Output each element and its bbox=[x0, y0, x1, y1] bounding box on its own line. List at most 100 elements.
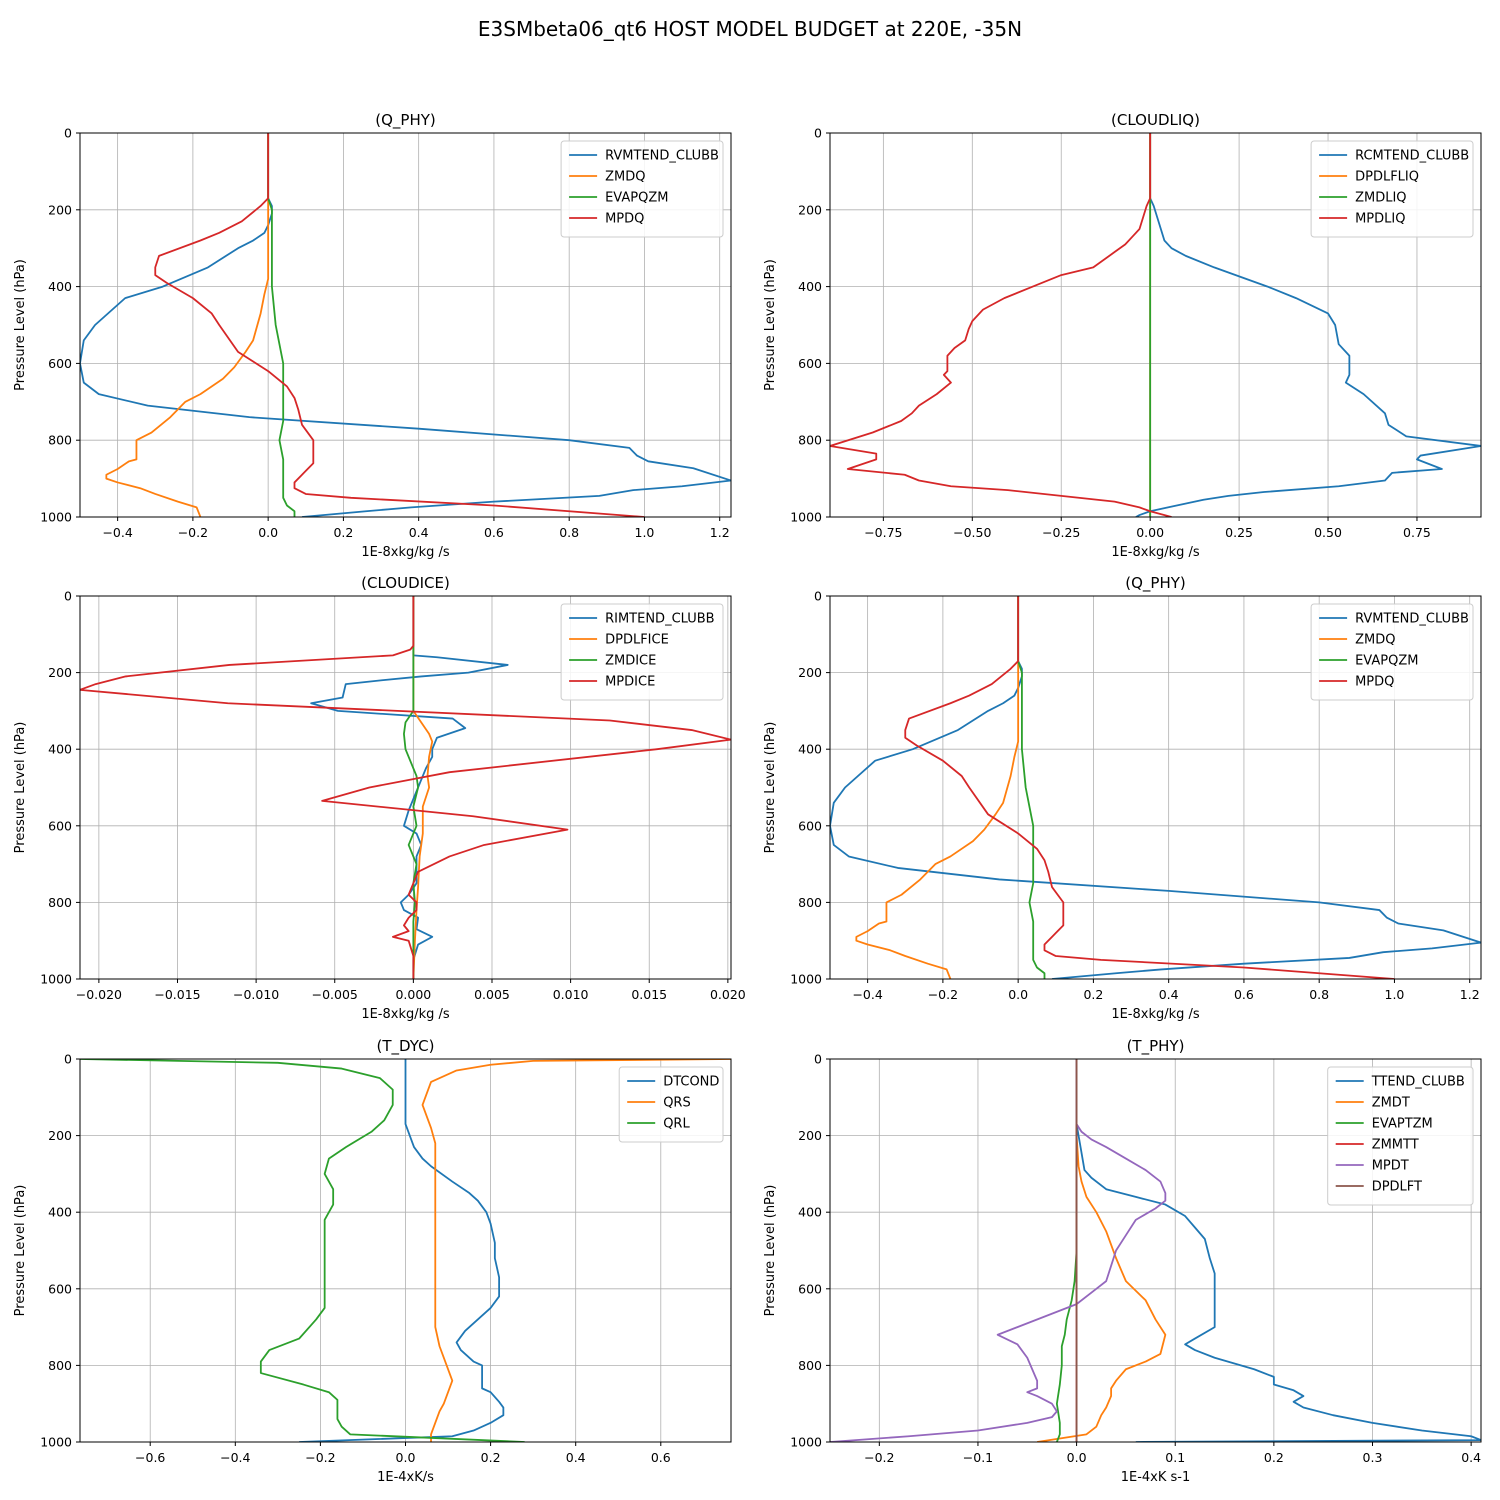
x-axis-label: 1E-8xkg/kg /s bbox=[1111, 545, 1200, 560]
x-tick-label: −0.1 bbox=[963, 1450, 993, 1465]
x-tick-label: −0.4 bbox=[102, 525, 132, 540]
x-tick-label: 1.2 bbox=[1460, 987, 1480, 1002]
series-line-qrs bbox=[421, 1059, 731, 1442]
legend-label: ZMDICE bbox=[605, 654, 656, 669]
y-tick-label: 400 bbox=[798, 1205, 822, 1220]
legend-label: EVAPTZM bbox=[1372, 1117, 1433, 1132]
x-tick-label: 0.8 bbox=[559, 525, 579, 540]
x-tick-label: 0.6 bbox=[484, 525, 504, 540]
series-group bbox=[80, 133, 731, 517]
legend-label: DTCOND bbox=[663, 1075, 719, 1090]
x-tick-label: 0.005 bbox=[474, 987, 510, 1002]
legend: TTEND_CLUBB ZMDT EVAPTZM ZMMTT MPDT DPDLFT bbox=[1327, 1066, 1474, 1206]
series-line-zmdq bbox=[105, 133, 270, 517]
y-axis-label: Pressure Level (hPa) bbox=[13, 1185, 28, 1317]
panel-title: (CLOUDICE) bbox=[361, 574, 450, 592]
panel-2: −0.75 −0.50 −0.25 0.00 0.25 0.50 0.75 0 200 400 60… bbox=[763, 111, 1482, 560]
y-tick-label: 200 bbox=[48, 665, 72, 680]
panel-title: (T_PHY) bbox=[1127, 1037, 1185, 1056]
x-tick-label: −0.2 bbox=[864, 1450, 894, 1465]
y-tick-label: 800 bbox=[798, 895, 822, 910]
y-tick-label: 800 bbox=[48, 1358, 72, 1373]
panel-title: (CLOUDLIQ) bbox=[1111, 111, 1200, 129]
x-tick-label: −0.4 bbox=[220, 1450, 250, 1465]
y-tick-label: 800 bbox=[798, 433, 822, 448]
x-tick-label: 0.2 bbox=[333, 525, 353, 540]
axes-frame bbox=[829, 132, 1482, 518]
x-tick-label: 0.000 bbox=[395, 987, 431, 1002]
series-line-dtcond bbox=[299, 1059, 505, 1442]
legend-label: DPDLFT bbox=[1372, 1180, 1422, 1195]
legend-label: ZMDQ bbox=[1355, 633, 1395, 648]
x-tick-label: −0.015 bbox=[154, 987, 200, 1002]
x-tick-label: −0.020 bbox=[76, 987, 122, 1002]
legend-label: RIMTEND_CLUBB bbox=[605, 612, 715, 627]
series-group bbox=[80, 596, 731, 979]
x-tick-label: −0.4 bbox=[852, 987, 882, 1002]
legend: RVMTEND_CLUBB ZMDQ EVAPQZM MPDQ bbox=[560, 140, 724, 238]
series-group bbox=[80, 1059, 731, 1442]
legend-label: ZMDQ bbox=[605, 170, 645, 185]
y-tick-label: 400 bbox=[48, 742, 72, 757]
x-tick-label: 0.2 bbox=[1083, 987, 1103, 1002]
x-tick-label: −0.005 bbox=[312, 987, 358, 1002]
panel-6: −0.2 −0.1 0.0 0.1 0.2 0.3 0.4 0 200 400 600 800 1000… bbox=[763, 1037, 1482, 1485]
y-tick-label: 200 bbox=[798, 202, 822, 217]
y-tick-label: 200 bbox=[48, 202, 72, 217]
y-tick-label: 0 bbox=[814, 1052, 822, 1067]
figure-title: E3SMbeta06_qt6 HOST MODEL BUDGET at 220E… bbox=[478, 17, 1022, 41]
series-line-rcmtend-clubb bbox=[1135, 133, 1481, 517]
series-line-rimtend-clubb bbox=[310, 596, 509, 979]
legend-label: MPDICE bbox=[605, 675, 655, 690]
legend-box bbox=[1327, 1066, 1474, 1206]
y-tick-label: 400 bbox=[798, 279, 822, 294]
x-tick-label: 0.010 bbox=[553, 987, 589, 1002]
x-axis-label: 1E-4xK/s bbox=[377, 1470, 434, 1485]
series-line-mpdq bbox=[154, 133, 645, 517]
panel-3: −0.020 −0.015 −0.010 −0.005 0.000 0.005 0.010 0… bbox=[13, 574, 746, 1022]
x-tick-label: 0.1 bbox=[1165, 1450, 1185, 1465]
y-tick-label: 800 bbox=[48, 895, 72, 910]
x-axis-label: 1E-8xkg/kg /s bbox=[361, 545, 450, 560]
axes-frame bbox=[79, 595, 732, 980]
legend: RIMTEND_CLUBB DPDLFICE ZMDICE MPDICE bbox=[560, 603, 724, 701]
legend-label: RVMTEND_CLUBB bbox=[1355, 612, 1469, 627]
y-tick-label: 800 bbox=[48, 433, 72, 448]
panel-title: (Q_PHY) bbox=[1125, 574, 1186, 593]
legend-box bbox=[1310, 603, 1474, 701]
y-tick-label: 0 bbox=[64, 126, 72, 141]
y-tick-label: 600 bbox=[48, 356, 72, 371]
x-tick-label: −0.010 bbox=[233, 987, 279, 1002]
legend-label: ZMDLIQ bbox=[1355, 191, 1406, 206]
x-tick-label: 0.4 bbox=[1159, 987, 1179, 1002]
legend-label: MPDLIQ bbox=[1355, 212, 1405, 227]
x-tick-label: 0.3 bbox=[1363, 1450, 1383, 1465]
axes-frame bbox=[829, 1058, 1482, 1443]
axes-frame bbox=[829, 595, 1482, 980]
x-tick-label: 0.6 bbox=[1234, 987, 1254, 1002]
x-tick-label: 0.8 bbox=[1309, 987, 1329, 1002]
legend: DTCOND QRS QRL bbox=[618, 1066, 724, 1143]
panel-1: −0.4 −0.2 0.0 0.2 0.4 0.6 0.8 1.0 1.2 0 200 400 600 8… bbox=[13, 111, 732, 560]
y-tick-label: 600 bbox=[798, 1281, 822, 1296]
x-tick-label: 0.6 bbox=[651, 1450, 671, 1465]
x-tick-label: 0.4 bbox=[566, 1450, 586, 1465]
y-tick-label: 0 bbox=[64, 589, 72, 604]
legend-label: EVAPQZM bbox=[1355, 654, 1418, 669]
y-tick-label: 1000 bbox=[790, 972, 822, 987]
y-tick-label: 0 bbox=[814, 589, 822, 604]
x-tick-label: 1.0 bbox=[635, 525, 655, 540]
legend-label: ZMDT bbox=[1372, 1096, 1410, 1111]
panel-4: −0.4 −0.2 0.0 0.2 0.4 0.6 0.8 1.0 1.2 0 200 400 600 8… bbox=[763, 574, 1482, 1022]
x-tick-label: 0.015 bbox=[631, 987, 667, 1002]
legend-label: MPDQ bbox=[1355, 675, 1394, 690]
y-tick-label: 1000 bbox=[40, 510, 72, 525]
legend-label: MPDT bbox=[1372, 1159, 1409, 1174]
legend-label: TTEND_CLUBB bbox=[1371, 1075, 1465, 1090]
y-axis-label: Pressure Level (hPa) bbox=[763, 1185, 778, 1317]
x-tick-label: 0.50 bbox=[1314, 525, 1342, 540]
x-tick-label: 0.25 bbox=[1225, 525, 1253, 540]
x-tick-label: 0.2 bbox=[1264, 1450, 1284, 1465]
